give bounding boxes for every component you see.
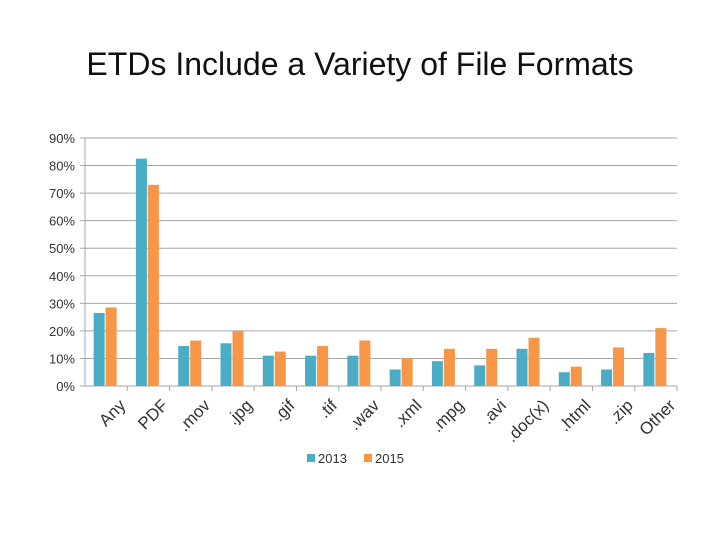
bar-2015-.zip	[613, 347, 625, 386]
x-tick-label: .gif	[269, 396, 299, 426]
bar-2015-.tif	[317, 346, 329, 386]
bar-2013-Other	[643, 352, 655, 386]
bar-2013-.tif	[305, 355, 317, 386]
legend-swatch-2015	[364, 454, 372, 462]
bar-2013-.doc(x)	[516, 348, 528, 386]
bar-2013-.avi	[474, 365, 486, 386]
legend-label: 2013	[318, 451, 347, 466]
x-tick-label: .xml	[390, 396, 425, 431]
x-axis	[84, 138, 678, 391]
bar-2013-.zip	[601, 369, 613, 386]
bar-2015-.xml	[401, 358, 413, 386]
bar-2013-.gif	[262, 355, 274, 386]
y-tick-label: 60%	[49, 214, 75, 229]
legend-swatch-2013	[307, 454, 315, 462]
bar-2013-.mpg	[431, 361, 443, 386]
legend-label: 2015	[375, 451, 404, 466]
x-tick-label: PDF	[134, 396, 171, 433]
x-tick-label: .jpg	[223, 396, 256, 429]
x-tick-label: .wav	[345, 396, 384, 435]
x-tick-label: Any	[95, 396, 130, 431]
bar-2013-.mov	[178, 346, 190, 386]
bar-2013-.wav	[347, 355, 359, 386]
bar-2015-.html	[570, 366, 582, 386]
y-tick-label: 10%	[49, 351, 75, 366]
bar-2015-.wav	[359, 340, 371, 386]
bar-2013-.xml	[389, 369, 401, 386]
y-tick-label: 30%	[49, 296, 75, 311]
bar-2013-PDF	[135, 158, 147, 386]
bar-2015-Any	[105, 307, 117, 386]
bar-2013-Any	[93, 312, 105, 386]
bar-2015-.gif	[274, 351, 286, 386]
y-axis-ticks: 0% 10% 20% 30% 40% 50% 60% 70% 80% 90%	[49, 131, 85, 394]
x-tick-label: .avi	[478, 396, 510, 428]
bar-2015-.mov	[190, 340, 202, 386]
y-tick-label: 90%	[49, 131, 75, 146]
y-tick-label: 40%	[49, 269, 75, 284]
bar-2015-.jpg	[232, 330, 244, 386]
y-tick-label: 70%	[49, 186, 75, 201]
x-tick-label: .tif	[315, 396, 341, 422]
gridlines	[85, 137, 677, 387]
bar-2015-Other	[655, 328, 667, 386]
bar-2015-.mpg	[443, 348, 455, 386]
y-tick-label: 20%	[49, 324, 75, 339]
bar-2015-PDF	[147, 184, 159, 386]
x-tick-label: .doc(x)	[502, 396, 552, 446]
x-axis-labels: Any PDF .mov .jpg .gif .tif .wav .xml .mpg .avi.d…	[95, 396, 679, 447]
bars	[93, 158, 667, 386]
x-tick-label: .zip	[605, 396, 637, 428]
legend: 2013 2015	[307, 451, 404, 466]
bar-2015-.doc(x)	[528, 337, 540, 386]
x-tick-label: .mov	[175, 396, 215, 436]
x-tick-label: .html	[555, 396, 594, 435]
y-tick-label: 50%	[49, 241, 75, 256]
y-tick-label: 0%	[56, 379, 75, 394]
chart-title: ETDs Include a Variety of File Formats	[86, 46, 634, 82]
x-tick-label: .mpg	[428, 396, 468, 436]
bar-2013-.jpg	[220, 343, 232, 386]
y-tick-label: 80%	[49, 159, 75, 174]
bar-2015-.avi	[486, 348, 498, 386]
x-tick-label: Other	[636, 396, 680, 440]
bar-2013-.html	[558, 372, 570, 386]
